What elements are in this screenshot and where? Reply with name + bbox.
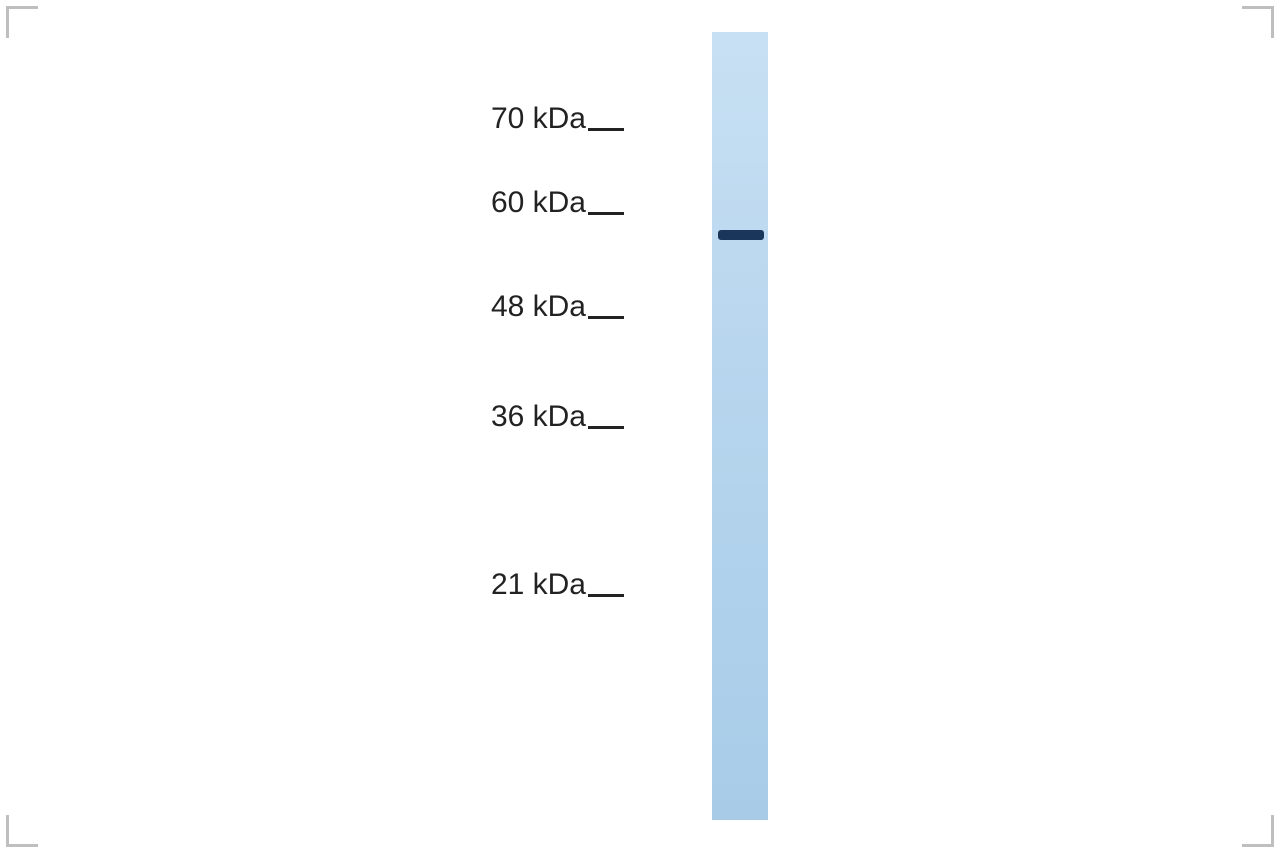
marker-tick xyxy=(588,128,624,131)
corner-bracket-top-right xyxy=(1242,6,1274,38)
marker-label: 48 kDa xyxy=(491,290,586,324)
corner-bracket-bottom-right xyxy=(1242,815,1274,847)
blot-lane xyxy=(712,32,768,820)
protein-band xyxy=(718,230,764,240)
marker-label: 21 kDa xyxy=(491,568,586,602)
marker-tick xyxy=(588,212,624,215)
marker-tick xyxy=(588,316,624,319)
marker-tick xyxy=(588,426,624,429)
marker-label: 70 kDa xyxy=(491,102,586,136)
marker-tick xyxy=(588,594,624,597)
corner-bracket-bottom-left xyxy=(6,815,38,847)
marker-label: 36 kDa xyxy=(491,400,586,434)
marker-label: 60 kDa xyxy=(491,186,586,220)
corner-bracket-top-left xyxy=(6,6,38,38)
western-blot-figure: 70 kDa 60 kDa 48 kDa 36 kDa 21 kDa xyxy=(0,0,1280,853)
